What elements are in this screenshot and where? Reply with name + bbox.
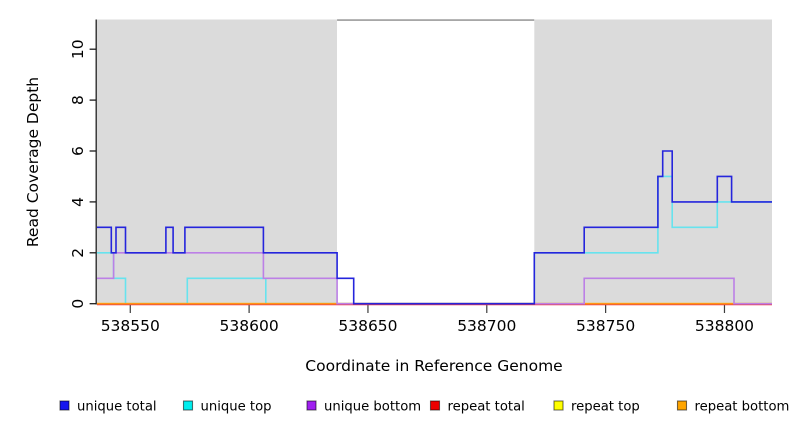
x-axis-title: Coordinate in Reference Genome (305, 357, 563, 375)
x-tick-label: 538700 (457, 317, 516, 335)
legend-label-repeat-total: repeat total (448, 400, 525, 415)
legend-label-unique-total: unique total (77, 400, 157, 415)
x-tick-label: 538650 (338, 317, 397, 335)
x-tick-label: 538550 (101, 317, 160, 335)
legend-swatch-unique-bottom (306, 400, 317, 411)
legend-swatch-unique-total (59, 400, 70, 411)
region-uncovered-gap (337, 19, 535, 305)
x-tick-label: 538750 (576, 317, 635, 335)
legend-label-repeat-top: repeat top (571, 400, 640, 415)
y-tick-label: 0 (69, 299, 87, 309)
legend-label-repeat-bottom: repeat bottom (695, 400, 790, 415)
x-tick-label: 538600 (220, 317, 279, 335)
y-tick-label: 6 (69, 146, 87, 156)
y-axis-title: Read Coverage Depth (24, 76, 42, 248)
y-tick-label: 8 (69, 95, 87, 105)
legend-swatch-repeat-bottom (676, 400, 688, 411)
y-tick-label: 2 (69, 248, 87, 258)
legend-swatch-repeat-top (553, 400, 564, 411)
region-shaded-right (534, 19, 772, 305)
series-line-unique-bottom (97, 252, 772, 305)
region-shaded-left (97, 19, 338, 305)
y-tick-label: 10 (69, 39, 87, 59)
y-tick-label: 4 (69, 197, 87, 207)
x-tick-label: 538800 (695, 317, 754, 335)
legend-label-unique-top: unique top (201, 400, 272, 415)
series-line-unique-total (97, 150, 772, 305)
legend-swatch-repeat-total (429, 400, 441, 411)
legend-label-unique-bottom: unique bottom (324, 400, 421, 415)
legend-swatch-unique-top (182, 400, 194, 411)
